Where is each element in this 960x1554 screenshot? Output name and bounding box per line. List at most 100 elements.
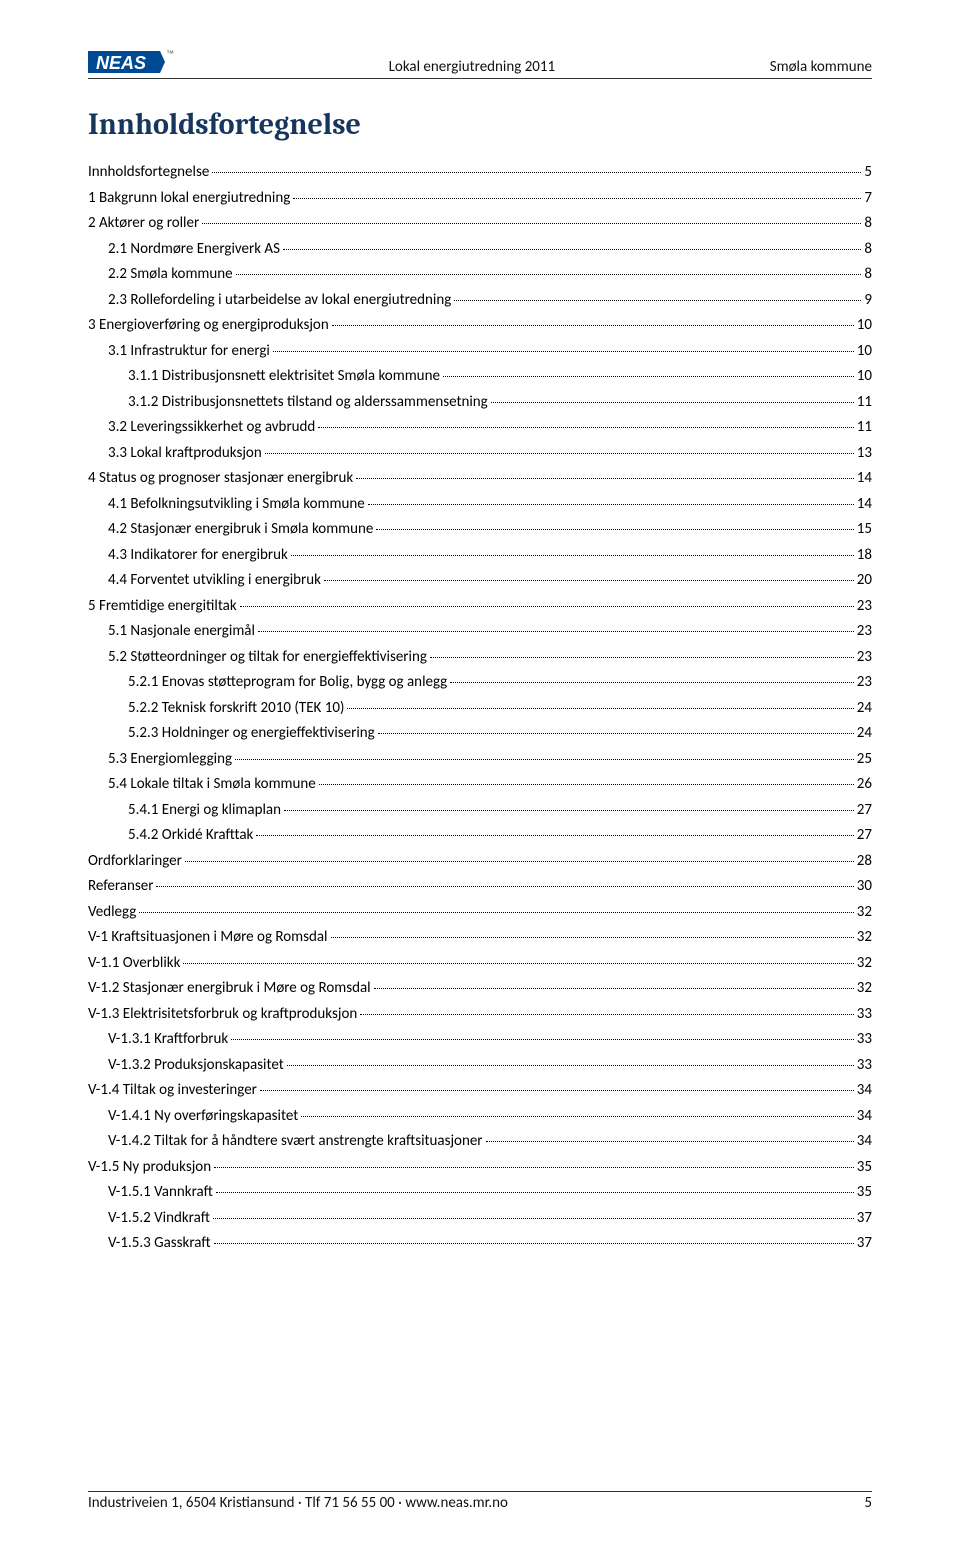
toc-entry[interactable]: V-1.3.1 Kraftforbruk 33	[88, 1027, 872, 1053]
toc-leader-dots	[347, 708, 853, 709]
toc-label: 4.3 Indikatorer for energibruk	[108, 543, 288, 569]
toc-entry[interactable]: 3.1.2 Distribusjonsnettets tilstand og a…	[88, 390, 872, 416]
toc-page-number: 32	[857, 951, 872, 977]
toc-entry[interactable]: 2.3 Rollefordeling i utarbeidelse av lok…	[88, 288, 872, 314]
toc-entry[interactable]: 5.2.2 Teknisk forskrift 2010 (TEK 10)24	[88, 696, 872, 722]
toc-entry[interactable]: 4 Status og prognoser stasjonær energibr…	[88, 466, 872, 492]
toc-leader-dots	[443, 376, 854, 377]
toc-entry[interactable]: 5.1 Nasjonale energimål23	[88, 619, 872, 645]
toc-page-number: 24	[857, 721, 872, 747]
toc-entry[interactable]: 5.3 Energiomlegging25	[88, 747, 872, 773]
toc-page-number: 14	[857, 466, 872, 492]
toc-label: V-1.4.1 Ny overføringskapasitet	[108, 1104, 298, 1130]
toc-entry[interactable]: 5.4 Lokale tiltak i Smøla kommune26	[88, 772, 872, 798]
toc-label: Vedlegg	[88, 900, 136, 926]
footer-address: Industriveien 1, 6504 Kristiansund · Tlf…	[88, 1494, 508, 1512]
toc-entry[interactable]: 2.1 Nordmøre Energiverk AS8	[88, 237, 872, 263]
toc-entry[interactable]: 3.1.1 Distribusjonsnett elektrisitet Smø…	[88, 364, 872, 390]
toc-label: 5.2.2 Teknisk forskrift 2010 (TEK 10)	[128, 696, 344, 722]
toc-leader-dots	[156, 886, 853, 887]
toc-entry[interactable]: V-1 Kraftsituasjonen i Møre og Romsdal32	[88, 925, 872, 951]
toc-entry[interactable]: 1 Bakgrunn lokal energiutredning7	[88, 186, 872, 212]
toc-entry[interactable]: Vedlegg 32	[88, 900, 872, 926]
toc-entry[interactable]: V-1.2 Stasjonær energibruk i Møre og Rom…	[88, 976, 872, 1002]
toc-entry[interactable]: 3.1 Infrastruktur for energi10	[88, 339, 872, 365]
toc-page-number: 18	[857, 543, 872, 569]
toc-entry[interactable]: V-1.5.2 Vindkraft37	[88, 1206, 872, 1232]
toc-label: 3 Energioverføring og energiproduksjon	[88, 313, 329, 339]
toc-label: 5.4 Lokale tiltak i Smøla kommune	[108, 772, 316, 798]
toc-label: 5 Fremtidige energitiltak	[88, 594, 237, 620]
toc-label: V-1.5 Ny produksjon	[88, 1155, 211, 1181]
toc-leader-dots	[332, 325, 854, 326]
toc-entry[interactable]: 3 Energioverføring og energiproduksjon 10	[88, 313, 872, 339]
toc-entry[interactable]: 4.1 Befolkningsutvikling i Smøla kommune…	[88, 492, 872, 518]
toc-label: 2.3 Rollefordeling i utarbeidelse av lok…	[108, 288, 451, 314]
toc-entry[interactable]: 4.3 Indikatorer for energibruk 18	[88, 543, 872, 569]
toc-page-number: 33	[857, 1027, 872, 1053]
toc-leader-dots	[216, 1192, 854, 1193]
toc-leader-dots	[214, 1167, 854, 1168]
toc-label: 3.1 Infrastruktur for energi	[108, 339, 270, 365]
toc-page-number: 20	[857, 568, 872, 594]
toc-page-number: 23	[857, 645, 872, 671]
toc-entry[interactable]: 5.4.1 Energi og klimaplan27	[88, 798, 872, 824]
toc-page-number: 11	[857, 415, 872, 441]
toc-page-number: 27	[857, 823, 872, 849]
toc-entry[interactable]: 5.2 Støtteordninger og tiltak for energi…	[88, 645, 872, 671]
toc-page-number: 10	[857, 313, 872, 339]
toc-page-number: 8	[864, 262, 872, 288]
toc-entry[interactable]: 5.4.2 Orkidé Krafttak27	[88, 823, 872, 849]
toc-entry[interactable]: Innholdsfortegnelse5	[88, 160, 872, 186]
toc-label: 3.3 Lokal kraftproduksjon	[108, 441, 262, 467]
toc-entry[interactable]: Ordforklaringer28	[88, 849, 872, 875]
toc-entry[interactable]: 3.2 Leveringssikkerhet og avbrudd11	[88, 415, 872, 441]
logo-text: NEAS	[96, 53, 146, 73]
toc-page-number: 37	[857, 1231, 872, 1257]
toc-page-number: 8	[864, 211, 872, 237]
toc-entry[interactable]: 4.2 Stasjonær energibruk i Smøla kommune…	[88, 517, 872, 543]
toc-leader-dots	[450, 682, 854, 683]
toc-entry[interactable]: 2.2 Smøla kommune8	[88, 262, 872, 288]
toc-entry[interactable]: 2 Aktører og roller8	[88, 211, 872, 237]
toc-entry[interactable]: V-1.4 Tiltak og investeringer34	[88, 1078, 872, 1104]
toc-label: V-1 Kraftsituasjonen i Møre og Romsdal	[88, 925, 328, 951]
toc-entry[interactable]: V-1.3 Elektrisitetsforbruk og kraftprodu…	[88, 1002, 872, 1028]
toc-leader-dots	[202, 223, 861, 224]
toc-entry[interactable]: V-1.4.2 Tiltak for å håndtere svært anst…	[88, 1129, 872, 1155]
toc-leader-dots	[301, 1116, 854, 1117]
toc-entry[interactable]: 4.4 Forventet utvikling i energibruk 20	[88, 568, 872, 594]
toc-entry[interactable]: Referanser30	[88, 874, 872, 900]
toc-leader-dots	[376, 529, 853, 530]
toc-entry[interactable]: 3.3 Lokal kraftproduksjon 13	[88, 441, 872, 467]
toc-entry[interactable]: V-1.4.1 Ny overføringskapasitet34	[88, 1104, 872, 1130]
toc-entry[interactable]: V-1.5 Ny produksjon 35	[88, 1155, 872, 1181]
toc-leader-dots	[258, 631, 854, 632]
toc-leader-dots	[331, 937, 854, 938]
toc-entry[interactable]: 5.2.1 Enovas støtteprogram for Bolig, by…	[88, 670, 872, 696]
toc-label: 5.2.3 Holdninger og energieffektiviserin…	[128, 721, 375, 747]
toc-leader-dots	[273, 351, 854, 352]
toc-entry[interactable]: V-1.1 Overblikk32	[88, 951, 872, 977]
toc-label: V-1.5.2 Vindkraft	[108, 1206, 210, 1232]
toc-page-number: 32	[857, 976, 872, 1002]
toc-label: V-1.3.1 Kraftforbruk	[108, 1027, 228, 1053]
toc-leader-dots	[491, 402, 854, 403]
toc-page-number: 13	[857, 441, 872, 467]
toc-entry[interactable]: V-1.5.3 Gasskraft37	[88, 1231, 872, 1257]
toc-label: 5.2 Støtteordninger og tiltak for energi…	[108, 645, 427, 671]
toc-label: 4.1 Befolkningsutvikling i Smøla kommune	[108, 492, 365, 518]
neas-logo: NEAS ™	[88, 48, 174, 76]
toc-entry[interactable]: 5 Fremtidige energitiltak23	[88, 594, 872, 620]
toc-label: Innholdsfortegnelse	[88, 160, 209, 186]
toc-label: 1 Bakgrunn lokal energiutredning	[88, 186, 290, 212]
footer-page-number: 5	[864, 1494, 872, 1512]
toc-page-number: 35	[857, 1155, 872, 1181]
toc-entry[interactable]: V-1.3.2 Produksjonskapasitet33	[88, 1053, 872, 1079]
toc-leader-dots	[256, 835, 853, 836]
toc-page-number: 32	[857, 900, 872, 926]
toc-leader-dots	[231, 1039, 854, 1040]
toc-entry[interactable]: V-1.5.1 Vannkraft35	[88, 1180, 872, 1206]
toc-label: 4.4 Forventet utvikling i energibruk	[108, 568, 321, 594]
toc-entry[interactable]: 5.2.3 Holdninger og energieffektiviserin…	[88, 721, 872, 747]
